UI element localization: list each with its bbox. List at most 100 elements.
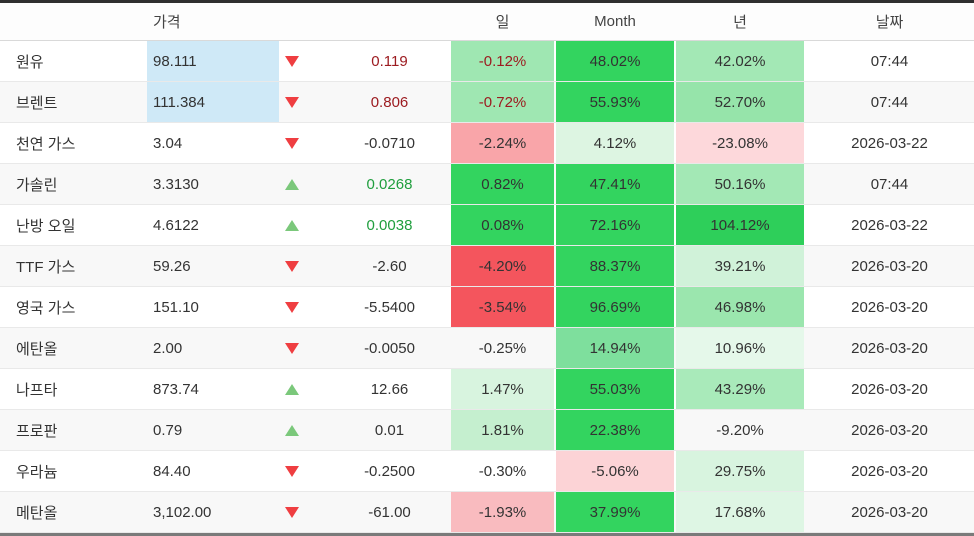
table-row: 브렌트 111.384 0.806 -0.72% 55.93% 52.70% 0… [0,82,974,123]
price-value: 0.79 [153,421,183,439]
month-percent-value: 72.16% [556,205,674,245]
month-percent-value: 96.69% [556,287,674,327]
date-value: 2026-03-20 [851,421,928,439]
day-percent-cell: -0.25% [450,328,555,368]
commodity-name[interactable]: 메탄올 [16,504,58,522]
change-cell: -5.5400 [279,287,450,327]
change-cell: -2.60 [279,246,450,286]
table-row: TTF 가스 59.26 -2.60 -4.20% 88.37% 39.21% … [0,246,974,287]
year-percent-cell: 104.12% [675,205,805,245]
day-percent-value: -0.30% [478,462,527,480]
header-price: 가격 [147,3,279,40]
month-percent-cell: 47.41% [555,164,675,204]
date-value: 07:44 [870,93,909,111]
direction-icon [285,178,299,190]
month-percent-cell: 55.03% [555,369,675,409]
table-row: 프로판 0.79 0.01 1.81% 22.38% -9.20% 2026-0… [0,410,974,451]
commodity-name[interactable]: 나프타 [16,381,58,399]
price-value: 111.384 [147,82,279,122]
month-percent-value: 55.93% [556,82,674,122]
year-percent-value: 43.29% [676,369,804,409]
table-body: 원유 98.111 0.119 -0.12% 48.02% 42.02% 07:… [0,41,974,533]
day-percent-value: -0.12% [451,41,554,81]
month-percent-value: -5.06% [556,451,674,491]
direction-icon [285,465,299,477]
header-day: 일 [495,14,510,31]
header-year: 년 [733,14,747,31]
header-date: 날짜 [875,14,904,31]
table-row: 메탄올 3,102.00 -61.00 -1.93% 37.99% 17.68%… [0,492,974,533]
date-value: 2026-03-20 [851,298,928,316]
change-cell: 0.01 [279,410,450,450]
year-percent-cell: 29.75% [675,451,805,491]
day-percent-value: 1.47% [451,369,554,409]
price-value: 59.26 [153,257,191,275]
change-cell: 0.0268 [279,164,450,204]
commodity-name[interactable]: TTF 가스 [16,258,76,276]
day-percent-cell: -3.54% [450,287,555,327]
month-percent-cell: 22.38% [555,410,675,450]
year-percent-value: 17.68% [676,492,804,532]
month-percent-cell: -5.06% [555,451,675,491]
year-percent-cell: 52.70% [675,82,805,122]
date-value: 2026-03-20 [851,462,928,480]
commodity-name[interactable]: 우라늄 [16,463,58,481]
commodity-name[interactable]: 가솔린 [16,176,58,194]
year-percent-value: 52.70% [676,82,804,122]
year-percent-cell: 42.02% [675,41,805,81]
change-value: 0.119 [371,52,408,70]
commodity-name[interactable]: 천연 가스 [16,135,76,153]
day-percent-cell: 1.81% [450,410,555,450]
day-percent-value: -1.93% [451,492,554,532]
table-row: 영국 가스 151.10 -5.5400 -3.54% 96.69% 46.98… [0,287,974,328]
price-cell: 111.384 [147,82,279,122]
month-percent-value: 37.99% [556,492,674,532]
change-cell: -61.00 [279,492,450,532]
day-percent-value: -3.54% [451,287,554,327]
year-percent-value: 104.12% [676,205,804,245]
header-change [279,3,450,40]
year-percent-cell: 50.16% [675,164,805,204]
price-cell: 59.26 [147,246,279,286]
year-percent-value: 39.21% [676,246,804,286]
commodity-name[interactable]: 프로판 [16,422,58,440]
price-value: 84.40 [153,462,191,480]
change-value: 0.0268 [366,175,413,193]
day-percent-value: -4.20% [451,246,554,286]
header-month: Month [594,13,636,30]
date-value: 2026-03-20 [851,257,928,275]
commodity-name[interactable]: 에탄올 [16,340,58,358]
year-percent-cell: 39.21% [675,246,805,286]
month-percent-cell: 55.93% [555,82,675,122]
date-value: 2026-03-20 [851,503,928,521]
table-row: 원유 98.111 0.119 -0.12% 48.02% 42.02% 07:… [0,41,974,82]
price-value: 4.6122 [153,216,199,234]
change-value: 0.01 [374,421,405,439]
price-cell: 2.00 [147,328,279,368]
year-percent-cell: 43.29% [675,369,805,409]
year-percent-value: -9.20% [716,421,764,439]
year-percent-value: 46.98% [676,287,804,327]
date-value: 07:44 [870,52,909,70]
month-percent-cell: 14.94% [555,328,675,368]
day-percent-cell: -1.93% [450,492,555,532]
price-value: 3.04 [153,134,183,152]
day-percent-cell: -0.72% [450,82,555,122]
day-percent-value: 1.81% [451,410,554,450]
commodity-name[interactable]: 난방 오일 [16,217,76,235]
month-percent-value: 48.02% [556,41,674,81]
price-cell: 873.74 [147,369,279,409]
price-cell: 3.3130 [147,164,279,204]
day-percent-value: -0.25% [478,339,527,357]
change-cell: 12.66 [279,369,450,409]
month-percent-value: 4.12% [556,123,674,163]
year-percent-cell: 10.96% [675,328,805,368]
commodity-name[interactable]: 영국 가스 [16,299,76,317]
price-value: 98.111 [147,41,279,81]
commodity-name[interactable]: 브렌트 [16,94,58,112]
date-value: 2026-03-22 [851,216,928,234]
price-cell: 151.10 [147,287,279,327]
month-percent-value: 47.41% [556,164,674,204]
month-percent-value: 14.94% [556,328,674,368]
commodity-name[interactable]: 원유 [16,53,44,71]
